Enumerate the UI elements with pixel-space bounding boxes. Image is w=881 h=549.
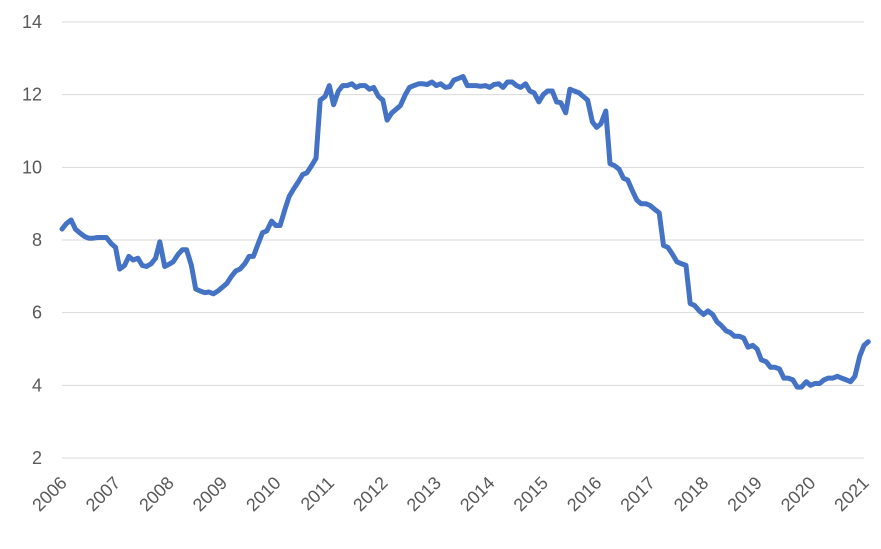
x-tick-label: 2009 [189, 473, 231, 515]
x-axis-ticks: 2006 2007 2008 2009 2010 2011 2012 2013 2014 2015… [28, 473, 872, 515]
x-tick-label: 2018 [670, 473, 712, 515]
x-tick-label: 2010 [242, 473, 284, 515]
y-tick-label: 12 [22, 85, 42, 105]
x-tick-label: 2019 [723, 473, 765, 515]
y-axis-ticks: 2 4 6 8 10 12 14 [22, 12, 42, 468]
x-tick-label: 2015 [510, 473, 552, 515]
series-line [59, 74, 871, 390]
x-tick-label: 2014 [456, 473, 498, 515]
x-tick-label: 2017 [617, 473, 659, 515]
x-tick-label: 2011 [297, 473, 339, 515]
y-tick-label: 14 [22, 12, 42, 32]
x-tick-label: 2007 [82, 473, 124, 515]
x-tick-label: 2008 [135, 473, 177, 515]
x-tick-label: 2021 [830, 473, 872, 515]
y-tick-label: 6 [32, 303, 42, 323]
x-tick-label: 2012 [349, 473, 391, 515]
x-tick-label: 2006 [28, 473, 70, 515]
x-tick-label: 2016 [563, 473, 605, 515]
y-tick-label: 2 [32, 448, 42, 468]
x-tick-label: 2013 [403, 473, 445, 515]
series-layer [59, 74, 871, 390]
y-tick-label: 4 [32, 375, 42, 395]
y-tick-label: 10 [22, 157, 42, 177]
x-tick-label: 2020 [777, 473, 819, 515]
gridlines [62, 21, 864, 459]
y-tick-label: 8 [32, 230, 42, 250]
